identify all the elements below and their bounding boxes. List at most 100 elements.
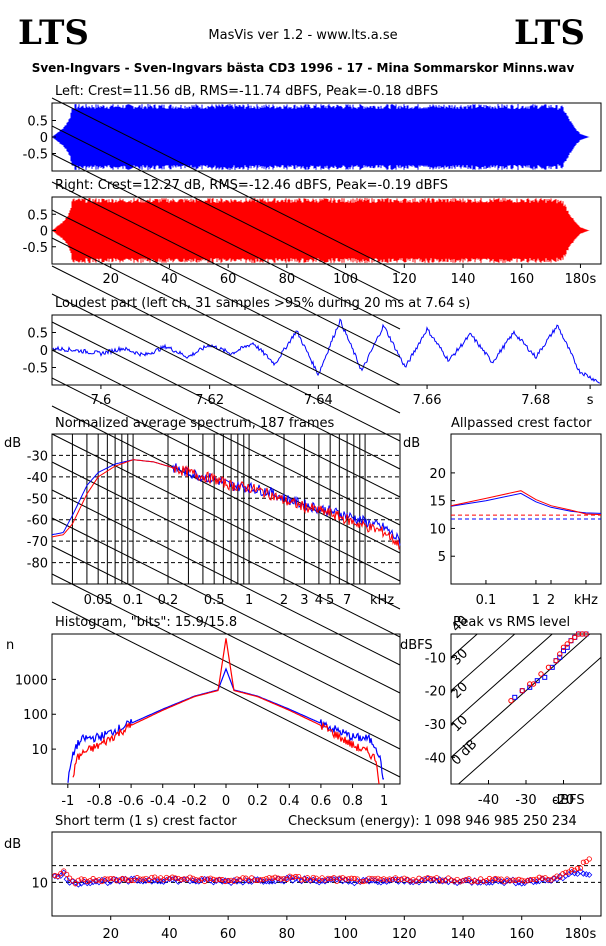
crest-point-left <box>433 877 440 884</box>
crest-point-right <box>342 876 349 882</box>
peak-rms-ytick-label: -20 <box>425 685 446 700</box>
crest-point-right <box>466 876 472 882</box>
crest-point-right <box>169 874 175 880</box>
crest-point-right <box>530 876 537 883</box>
spectrum-slope-line <box>51 125 401 302</box>
crest-xtick-label: 160 <box>509 927 534 942</box>
right-waveform-ytick-label: 0 <box>40 225 48 240</box>
right-waveform-xtick-label: 120 <box>392 272 417 287</box>
spectrum-xtick-label: 5 <box>326 593 334 608</box>
right-waveform-title: Right: Crest=12.27 dB, RMS=-12.46 dBFS, … <box>55 178 448 193</box>
left-waveform-title: Left: Crest=11.56 dB, RMS=-11.74 dBFS, P… <box>55 84 438 99</box>
peak-rms-diagonal <box>451 634 554 725</box>
spectrum-xtick-label: 0.1 <box>123 593 144 608</box>
crest-point-right <box>263 876 269 882</box>
crest-point-right <box>181 876 187 882</box>
spectrum-xtick-label: kHz <box>370 593 394 608</box>
crest-xtick-label: 40 <box>161 927 178 942</box>
allpass-title: Allpassed crest factor <box>451 416 592 431</box>
crest-xtick-label: 100 <box>333 927 358 942</box>
crest-xtick-label: 60 <box>220 927 237 942</box>
histogram-xtick-label: -1 <box>61 794 74 809</box>
histogram-ytick-label: 100 <box>23 708 48 723</box>
crest-point-right <box>513 877 519 883</box>
spectrum-xtick-label: 0.5 <box>204 593 225 608</box>
spectrum-frame <box>51 433 401 585</box>
crest-point-right <box>451 878 457 884</box>
spectrum-slope-line <box>51 181 401 358</box>
histogram-xtick-label: 0 <box>222 794 230 809</box>
crest-point-right <box>384 877 390 883</box>
allpass-frame <box>450 433 602 585</box>
peak-rms-diagonal <box>451 634 516 692</box>
right-waveform-xtick-label: 40 <box>161 272 178 287</box>
loudest-xtick-label: 7.66 <box>413 393 442 408</box>
peak-rms-point-right <box>519 687 525 694</box>
crest-point-right <box>328 876 334 882</box>
spectrum-slope-line <box>51 517 401 694</box>
allpass-ytick-label: 5 <box>438 550 446 565</box>
crest-point-right <box>146 877 152 884</box>
spectrum-slope-line <box>51 461 401 638</box>
crest-point-right <box>72 881 79 887</box>
crest-point-right <box>545 877 551 883</box>
loudest-xtick-label: 7.68 <box>521 393 550 408</box>
left-waveform-signal <box>52 104 590 170</box>
histogram-xtick-label: 0.4 <box>279 794 300 809</box>
peak-rms-point-right <box>527 681 533 687</box>
crest-point-right <box>486 875 493 882</box>
crest-point-right <box>213 877 220 883</box>
crest-point-left <box>213 877 220 884</box>
crest-point-left <box>553 876 561 883</box>
crest-point-right <box>401 875 407 881</box>
histogram-xtick-label: -0.6 <box>118 794 143 809</box>
app-title: MasVis ver 1.2 - www.lts.a.se <box>208 28 397 43</box>
crest-point-right <box>586 856 592 862</box>
crest-point-right <box>290 874 296 881</box>
spectrum-slope-line <box>51 405 401 582</box>
crest-point-right <box>337 875 343 881</box>
crest-point-right <box>527 876 534 883</box>
crest-point-right <box>436 878 443 884</box>
peak-rms-point-left <box>534 678 540 684</box>
crest-point-right <box>99 878 105 885</box>
crest-point-right <box>178 877 184 883</box>
crest-point-right <box>122 876 128 882</box>
crest-point-right <box>69 878 76 884</box>
logo-left: LTS <box>18 13 89 53</box>
right-waveform-ytick-label: -0.5 <box>23 241 48 256</box>
peak-rms-diagonal-label: 30 <box>449 646 471 668</box>
crest-point-left <box>424 875 431 882</box>
crest-point-right <box>366 875 372 881</box>
crest-point-left <box>204 876 211 883</box>
crest-xtick-label: 120 <box>392 927 417 942</box>
histogram-ytick-label: 1000 <box>15 673 48 688</box>
crest-point-left <box>69 878 76 885</box>
peak-rms-diagonal <box>457 656 601 784</box>
peak-rms-title: Peak vs RMS level <box>453 615 570 630</box>
crest-point-right <box>469 879 475 885</box>
peak-rms-point-right <box>579 631 585 637</box>
crest-point-right <box>163 874 170 881</box>
spectrum-ytick-label: -60 <box>27 514 48 529</box>
spectrum-xtick-label: 1 <box>245 593 253 608</box>
spectrum-slope-line <box>51 349 401 526</box>
crest-point-left <box>75 881 82 888</box>
crest-point-right <box>501 879 507 885</box>
allpass-xtick-label: 0.1 <box>476 593 497 608</box>
right-waveform-xtick-label: 140 <box>451 272 476 287</box>
histogram-ytick-label: 10 <box>31 743 48 758</box>
allpass-xtick-label: 2 <box>547 593 555 608</box>
left-waveform-ytick-label: 0 <box>40 131 48 146</box>
spectrum-slope-line <box>51 321 401 498</box>
peak-rms-ytick-label: -30 <box>425 718 446 733</box>
histogram-frame <box>51 633 401 785</box>
crest-point-right <box>272 874 278 880</box>
peak-rms-point-right <box>557 651 563 657</box>
allpass-ytick-label: 15 <box>429 495 446 510</box>
peak-rms-diagonal-label: 10 <box>449 713 471 735</box>
crest-point-left <box>257 877 264 884</box>
crest-xtick-label: 180s <box>565 927 597 942</box>
crest-point-left <box>342 876 349 883</box>
